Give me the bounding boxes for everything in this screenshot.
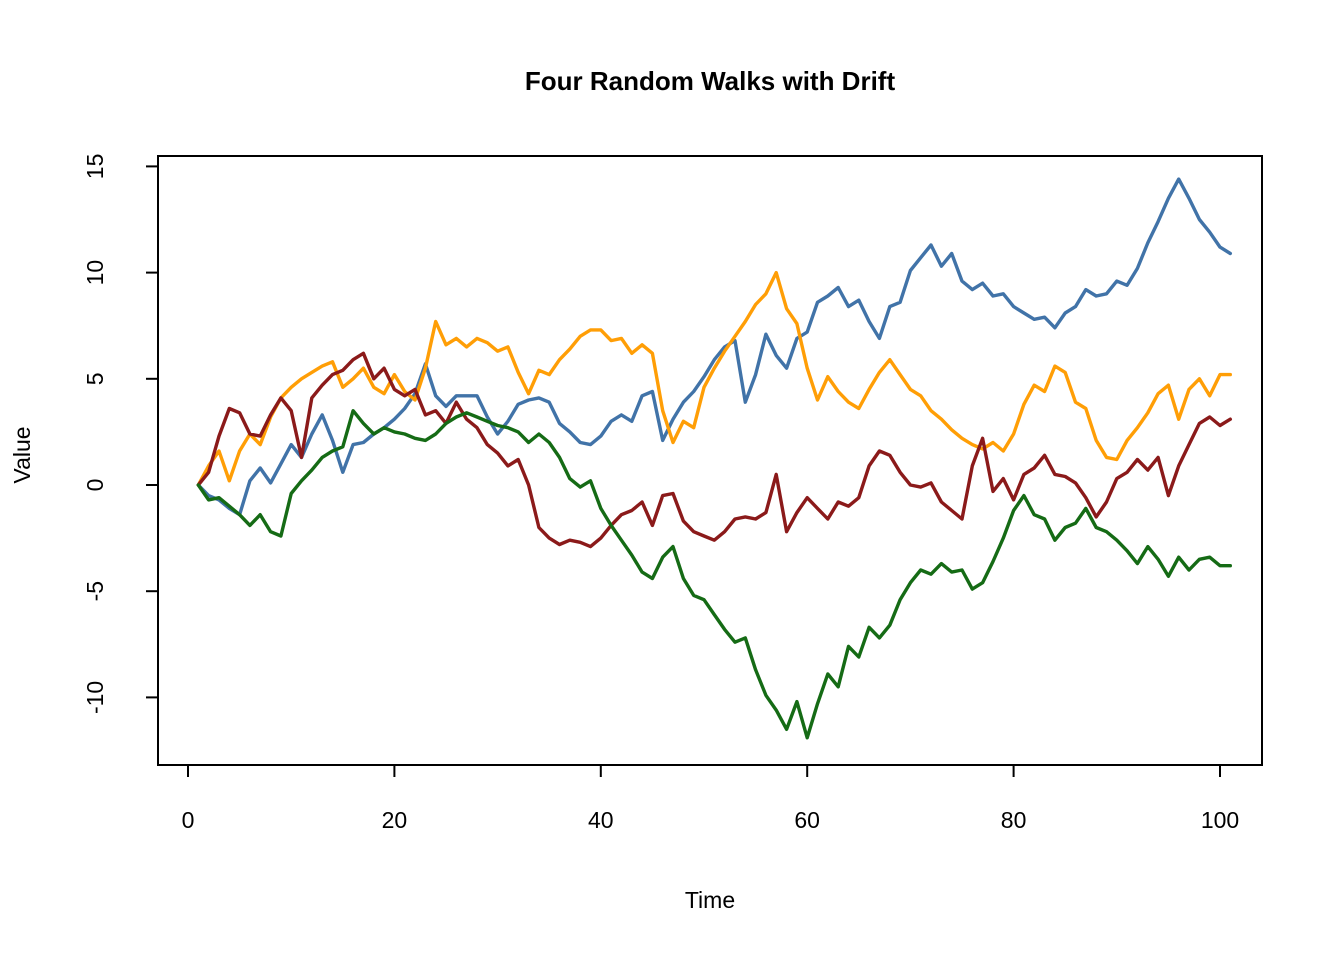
series-line-walk-3-darkred — [196, 351, 1233, 549]
y-tick-label: 0 — [82, 479, 108, 492]
x-tick-label: 60 — [794, 807, 820, 833]
y-tick-label: -10 — [82, 681, 108, 714]
x-axis-ticks: 0 20 40 60 80 100 — [182, 765, 1239, 833]
x-tick-label: 0 — [182, 807, 195, 833]
series-lines — [196, 177, 1233, 740]
x-tick-label: 80 — [1001, 807, 1027, 833]
plot-box — [157, 155, 1263, 766]
y-tick-label: 15 — [82, 154, 108, 180]
series-line-walk-2-orange — [196, 270, 1233, 487]
y-tick-label: -5 — [82, 581, 108, 601]
x-tick-label: 100 — [1201, 807, 1239, 833]
chart-title: Four Random Walks with Drift — [525, 66, 896, 96]
y-tick-label: 10 — [82, 260, 108, 286]
x-tick-label: 20 — [382, 807, 408, 833]
x-tick-label: 40 — [588, 807, 614, 833]
series-line-walk-1-steelblue — [196, 177, 1233, 517]
y-axis-title: Value — [9, 426, 35, 483]
y-tick-label: 5 — [82, 372, 108, 385]
series-line-walk-4-darkgreen — [196, 409, 1233, 740]
y-axis-ticks: 15 10 5 0 -5 -10 — [82, 154, 158, 714]
x-axis-title: Time — [685, 887, 735, 913]
